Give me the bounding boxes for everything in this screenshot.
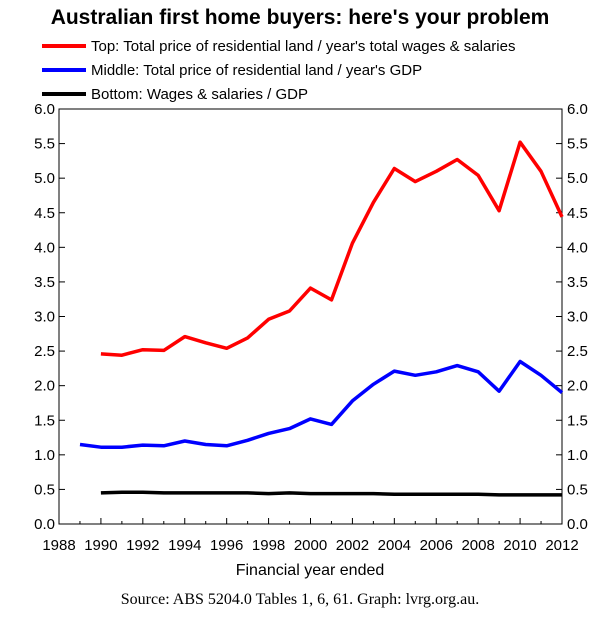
x-tick-label: 2008 bbox=[461, 537, 494, 554]
y-tick-label-left: 3.5 bbox=[34, 274, 55, 291]
series-line-3 bbox=[100, 490, 562, 497]
x-tick-label: 1988 bbox=[42, 537, 75, 554]
x-tick-label: 2000 bbox=[294, 537, 327, 554]
chart: Australian first home buyers: here's you… bbox=[34, 6, 588, 579]
y-tick-label-left: 1.5 bbox=[34, 412, 55, 429]
legend-label-3: Bottom: Wages & salaries / GDP bbox=[91, 86, 308, 103]
y-tick-label-right: 3.5 bbox=[567, 274, 588, 291]
series-line-1 bbox=[100, 140, 564, 357]
x-tick-label: 1990 bbox=[84, 537, 117, 554]
legend-label-1: Top: Total price of residential land / y… bbox=[91, 38, 515, 55]
y-tick-label-left: 1.0 bbox=[34, 447, 55, 464]
y-tick-label-right: 0.0 bbox=[567, 516, 588, 533]
x-tick-label: 1996 bbox=[210, 537, 243, 554]
legend: Top: Total price of residential land / y… bbox=[42, 38, 515, 103]
axis-ticks: 0.0 0.0 0.5 0.5 1.0 1.0 1.5 1.5 2.0 2.0 2.5 2.5 3.0 3… bbox=[34, 101, 588, 554]
x-tick-label: 1994 bbox=[168, 537, 201, 554]
y-tick-label-right: 4.0 bbox=[567, 239, 588, 256]
x-tick-label: 2002 bbox=[336, 537, 369, 554]
x-tick-label: 2012 bbox=[545, 537, 578, 554]
y-tick-label-right: 1.0 bbox=[567, 447, 588, 464]
y-tick-label-right: 1.5 bbox=[567, 412, 588, 429]
y-tick-label-right: 5.5 bbox=[567, 136, 588, 153]
y-tick-label-left: 5.5 bbox=[34, 136, 55, 153]
x-tick-label: 1992 bbox=[126, 537, 159, 554]
y-tick-label-left: 5.0 bbox=[34, 170, 55, 187]
y-tick-label-left: 3.0 bbox=[34, 309, 55, 326]
x-axis-title: Financial year ended bbox=[236, 562, 385, 579]
x-tick-label: 2010 bbox=[503, 537, 536, 554]
legend-label-2: Middle: Total price of residential land … bbox=[91, 62, 422, 79]
chart-title: Australian first home buyers: here's you… bbox=[51, 6, 550, 29]
y-tick-label-left: 0.5 bbox=[34, 481, 55, 498]
x-tick-label: 2004 bbox=[378, 537, 411, 554]
y-tick-label-right: 2.0 bbox=[567, 378, 588, 395]
x-tick-label: 1998 bbox=[252, 537, 285, 554]
x-tick-label: 2006 bbox=[420, 537, 453, 554]
y-tick-label-right: 6.0 bbox=[567, 101, 588, 118]
y-tick-label-left: 2.0 bbox=[34, 378, 55, 395]
source-note: Source: ABS 5204.0 Tables 1, 6, 61. Grap… bbox=[120, 591, 480, 608]
y-tick-label-right: 2.5 bbox=[567, 343, 588, 360]
series-lines bbox=[79, 140, 564, 497]
y-tick-label-left: 6.0 bbox=[34, 101, 55, 118]
series-line-2 bbox=[79, 359, 564, 449]
y-tick-label-right: 0.5 bbox=[567, 481, 588, 498]
y-tick-label-left: 4.5 bbox=[34, 205, 55, 222]
y-tick-label-right: 5.0 bbox=[567, 170, 588, 187]
y-tick-label-left: 4.0 bbox=[34, 239, 55, 256]
plot-area-frame bbox=[58, 108, 563, 525]
y-tick-label-right: 3.0 bbox=[567, 309, 588, 326]
y-tick-label-right: 4.5 bbox=[567, 205, 588, 222]
y-tick-label-left: 0.0 bbox=[34, 516, 55, 533]
y-tick-label-left: 2.5 bbox=[34, 343, 55, 360]
